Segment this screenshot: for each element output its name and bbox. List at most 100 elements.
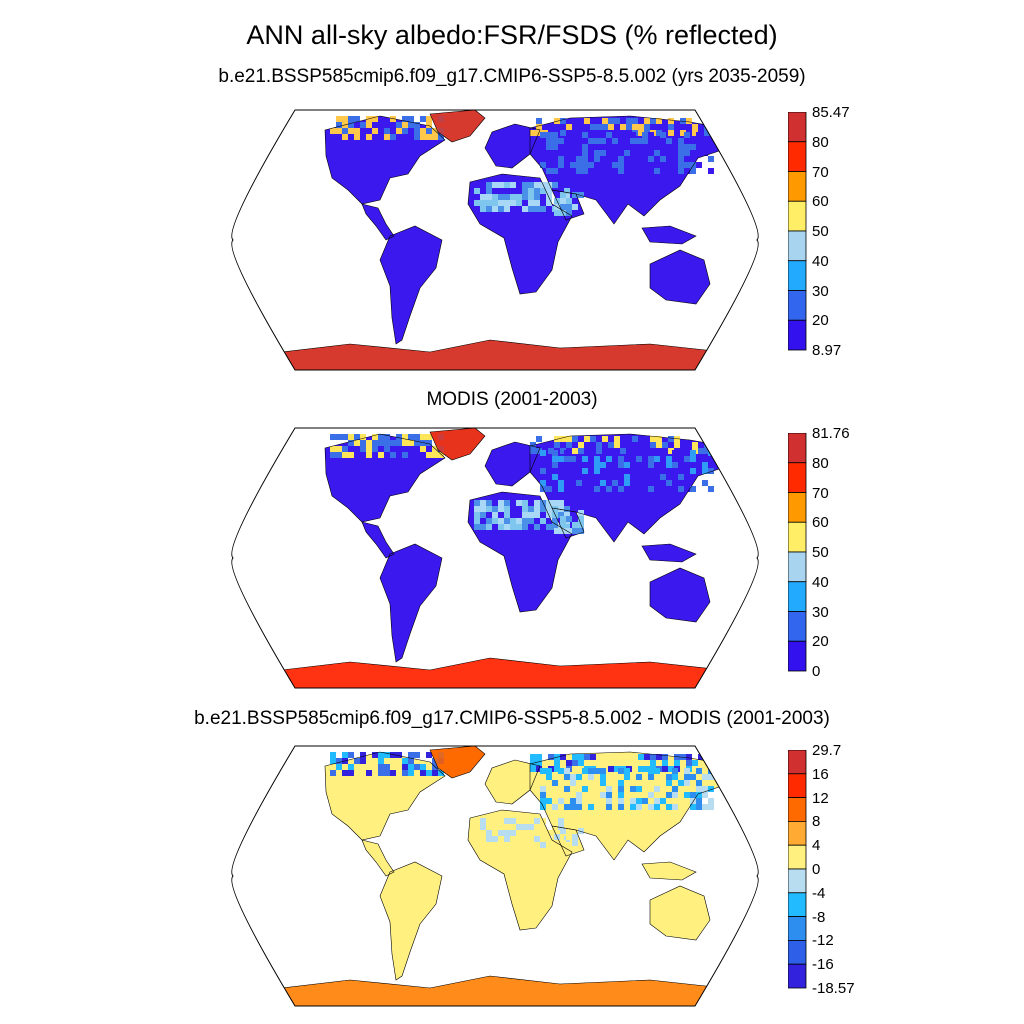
- colorbar-label: 0: [812, 663, 821, 680]
- map-border: [231, 427, 759, 689]
- colorbar-swatch: [788, 773, 807, 798]
- coast-greenland: [429, 746, 486, 779]
- colorbar-swatch: [788, 521, 807, 553]
- model-albedo-map: [231, 109, 759, 371]
- colorbar-swatch: [788, 492, 807, 523]
- colorbar-swatch: [788, 171, 807, 202]
- colorbar-label: -16: [812, 956, 834, 974]
- colorbar-label: 80: [812, 133, 829, 151]
- difference-albedo-map: [231, 745, 759, 1007]
- colorbar-label: 30: [812, 603, 829, 621]
- colorbar-swatch: [788, 868, 807, 894]
- coast-north-america: [324, 751, 446, 841]
- coast-central-america: [361, 839, 395, 877]
- colorbar-swatch: [788, 640, 807, 672]
- land-australia: [650, 568, 710, 622]
- colorbar-label: -8: [812, 908, 826, 926]
- coast-south-america: [379, 861, 443, 981]
- colorbar-swatch: [788, 319, 807, 351]
- colorbar-swatch: [788, 200, 807, 232]
- colorbar-label: 29.7: [812, 742, 842, 759]
- boreal-asia-cells: [540, 132, 714, 174]
- colorbar-swatch: [788, 551, 807, 583]
- colorbar-swatch: [788, 462, 807, 493]
- map-land-layer: [248, 428, 742, 688]
- land-indonesia: [642, 862, 696, 880]
- antarctica-overlay: [248, 976, 742, 1006]
- modis-albedo-map: [231, 427, 759, 689]
- colorbar-swatch: [788, 611, 807, 642]
- coast-australia: [649, 249, 711, 305]
- colorbar-label: 0: [812, 861, 821, 878]
- colorbar-label: 12: [812, 789, 829, 807]
- coast-indonesia: [641, 861, 697, 881]
- coast-arabia: [551, 507, 585, 539]
- colorbar-swatch: [788, 112, 807, 143]
- colorbar-swatch: [788, 141, 807, 172]
- colorbar-label: 70: [812, 484, 829, 502]
- colorbar-label: 85.47: [812, 104, 850, 121]
- greenland-overlay: [430, 428, 485, 460]
- coast-europe: [484, 759, 541, 805]
- colorbar-swatches: [788, 112, 807, 351]
- sahara-cells: [474, 500, 570, 530]
- coast-europe: [484, 123, 541, 169]
- colorbar-swatch: [788, 230, 807, 262]
- coast-indonesia: [641, 543, 697, 563]
- figure-title: ANN all-sky albedo:FSR/FSDS (% reflected…: [246, 20, 778, 50]
- colorbar-swatch: [788, 581, 807, 612]
- colorbar-label: 70: [812, 163, 829, 181]
- land-australia: [650, 886, 710, 940]
- coast-north-america: [324, 115, 446, 205]
- coast-asia: [529, 115, 736, 225]
- coast-antarctica: [247, 339, 743, 370]
- antarctica-overlay: [248, 658, 742, 688]
- coast-australia: [649, 567, 711, 623]
- colorbar-label: 4: [812, 837, 821, 855]
- coast-greenland: [429, 110, 486, 143]
- land-central-america: [362, 204, 394, 240]
- colorbar-swatch: [788, 821, 807, 846]
- coast-australia: [649, 885, 711, 941]
- colorbar-label: 40: [812, 252, 829, 270]
- coast-africa: [467, 491, 573, 613]
- colorbar-label: 20: [812, 312, 829, 330]
- colorbar-label: -12: [812, 932, 834, 950]
- colorbar-swatch: [788, 433, 807, 464]
- colorbar-label: 16: [812, 765, 829, 783]
- coast-europe: [484, 441, 541, 487]
- colorbar-label: 81.76: [812, 425, 850, 442]
- panel-3-title: b.e21.BSSP585cmip6.f09_g17.CMIP6-SSP5-8.…: [194, 708, 830, 729]
- map-border: [231, 745, 759, 1007]
- colorbar-swatches: [788, 750, 807, 989]
- greenland-overlay: [430, 746, 485, 778]
- colorbar-label: 8: [812, 813, 821, 831]
- antarctica-overlay: [248, 340, 742, 370]
- land-europe: [485, 760, 540, 804]
- arctic-canada-cells: [330, 434, 444, 458]
- coast-central-america: [361, 521, 395, 559]
- panel-1-title: b.e21.BSSP585cmip6.f09_g17.CMIP6-SSP5-8.…: [218, 66, 806, 87]
- map-land-layer: [248, 110, 742, 370]
- land-central-america: [362, 522, 394, 558]
- land-south-america: [380, 544, 442, 662]
- land-central-america: [362, 840, 394, 876]
- colorbar-label: 80: [812, 454, 829, 472]
- land-north-america: [325, 434, 445, 522]
- coast-asia: [529, 433, 736, 543]
- colorbar-label: -18.57: [812, 980, 855, 997]
- land-europe: [485, 124, 540, 168]
- colorbar-label: 40: [812, 573, 829, 591]
- map-border: [231, 109, 759, 371]
- colorbar-label: 8.97: [812, 342, 842, 359]
- coast-antarctica: [247, 975, 743, 1006]
- coast-central-america: [361, 203, 395, 241]
- coast-arabia: [551, 189, 585, 221]
- colorbar-label: 50: [812, 544, 829, 561]
- colorbar-swatch: [788, 260, 807, 291]
- colorbar-swatch: [788, 892, 807, 918]
- coast-africa: [467, 809, 573, 931]
- coast-south-america: [379, 225, 443, 345]
- colorbar-swatches: [788, 433, 807, 672]
- land-indonesia: [642, 544, 696, 562]
